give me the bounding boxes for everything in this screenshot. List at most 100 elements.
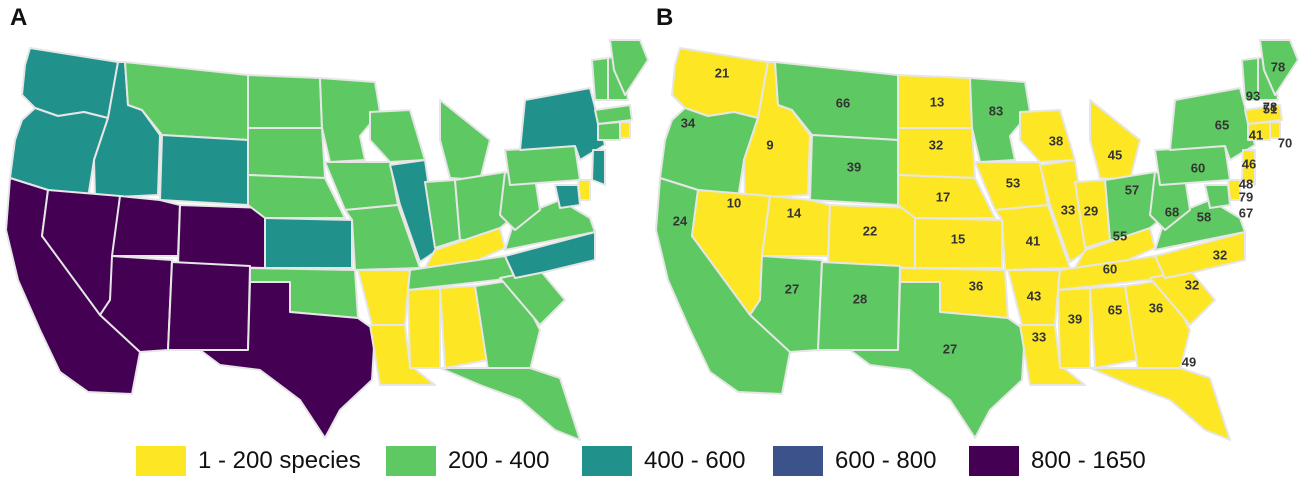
map-a-state-ms [407,287,441,369]
map-b-count-co: 22 [863,223,877,238]
map-b-count-ar: 43 [1027,288,1041,303]
map-a-state-me [609,39,649,96]
map-b-state-ct [1247,121,1271,141]
map-a-state-ne [247,174,346,219]
map-a-state-nd [247,74,323,129]
map-b-count-ca: 24 [673,213,688,228]
legend-swatch-3 [582,446,632,476]
map-b-count-il: 33 [1061,202,1075,217]
map-a-state-nm [167,261,251,351]
map-b-count-mi: 45 [1108,147,1122,162]
map-b-state-ks [914,217,1003,269]
map-b-count-wa: 21 [715,65,729,80]
map-b-count-sc: 32 [1185,277,1199,292]
map-b-count-ne: 17 [936,189,950,204]
map-b-state-la [1019,324,1086,386]
map-a-state-wy [159,134,249,206]
map-a-state-ct [597,121,621,141]
map-b-state-nj [1241,149,1256,186]
map-b-count-ga: 36 [1149,300,1163,315]
map-b-state-tx [849,281,1026,439]
map-b-count-vt: 93 [1246,88,1260,103]
map-b-count-ms: 39 [1068,311,1082,326]
map-b-state-ny [1169,87,1256,161]
map-b-state-ms [1057,287,1091,369]
map-b-count-dc: 67 [1239,205,1253,220]
map-b-count-la: 33 [1032,329,1046,344]
map-a-state-mi [439,99,491,181]
map-b-state-az [749,255,823,353]
map-a-state-wi [369,109,426,163]
map-b-count-nc: 32 [1213,247,1227,262]
map-b-state-va [1154,199,1246,251]
map-b-count-ny: 65 [1215,117,1229,132]
map-b-count-pa: 60 [1191,160,1205,175]
map-b-count-nv: 10 [727,195,741,210]
map-b-count-ky: 55 [1113,228,1127,243]
panel-a-letter: A [10,4,28,31]
map-b-count-tx: 27 [943,341,957,356]
map-b-count-wi: 38 [1049,133,1063,148]
legend-label-1: 1 - 200 species [198,447,361,474]
map-b-state-md [1204,184,1231,209]
legend-label-4: 600 - 800 [835,447,937,474]
map-b-count-sd: 32 [929,137,943,152]
map-a-state-mn [319,77,381,163]
map-b-count-nd: 13 [930,94,944,109]
legend-item-2: 200 - 400 [386,446,549,476]
legend: 1 - 200 species 200 - 400 400 - 600 600 … [0,446,1299,480]
legend-label-2: 200 - 400 [448,447,550,474]
map-a-state-ky [424,227,506,269]
map-b-count-ok: 36 [969,278,983,293]
map-a-state-ny [519,87,606,161]
legend-swatch-1 [136,446,186,476]
map-b-count-nj: 46 [1242,156,1256,171]
map-a-state-ar [357,269,411,326]
map-b-count-wy: 39 [847,159,861,174]
map-b-count-mt: 66 [836,95,850,110]
legend-label-3: 400 - 600 [644,447,746,474]
map-b-count-tn: 60 [1103,261,1117,276]
map-b-count-ma: 51 [1263,101,1277,116]
map-b-count-ct: 41 [1249,127,1263,142]
map-b-count-ks: 15 [951,231,965,246]
map-b-count-fl: 49 [1182,354,1196,369]
map-b-count-va: 58 [1197,209,1211,224]
map-panel-a [5,39,649,441]
panel-b-letter: B [656,4,674,31]
legend-label-5: 800 - 1650 [1031,447,1146,474]
map-a-state-az [99,255,173,353]
map-b-count-nm: 28 [853,291,867,306]
map-a-state-ks [264,217,353,269]
map-b-state-ri [1269,121,1281,139]
legend-item-4: 600 - 800 [773,446,936,476]
map-b-count-oh: 57 [1125,182,1139,197]
map-b-count-ia: 53 [1006,175,1020,190]
map-b-count-de: 48 [1239,176,1253,191]
map-b-state-me [1259,39,1299,96]
legend-item-5: 800 - 1650 [969,446,1146,476]
legend-item-3: 400 - 600 [582,446,745,476]
map-b-count-me: 78 [1271,59,1285,74]
map-a-state-ma [594,104,633,125]
legend-item-1: 1 - 200 species [136,446,361,476]
map-b-state-mn [969,77,1031,163]
legend-swatch-4 [773,446,823,476]
map-b-state-wi [1019,109,1076,163]
map-a-state-sd [247,127,326,179]
map-a-state-fl [439,367,581,441]
legend-swatch-5 [969,446,1019,476]
map-b-count-al: 65 [1108,302,1122,317]
map-b-count-mn: 83 [989,103,1003,118]
map-a-state-nj [591,149,606,186]
map-a-state-co [177,204,266,269]
map-b-state-ky [1074,227,1156,269]
map-panel-b: 21 34 24 9 10 66 39 14 27 22 28 13 32 17 15 36 27 83 53 41 4… [655,39,1299,441]
map-b-count-az: 27 [785,281,799,296]
map-a-state-vt [591,57,609,101]
map-b-count-mo: 41 [1026,233,1040,248]
map-a-state-tx [199,281,376,439]
map-a-state-pa [504,145,581,186]
map-b-count-md: 79 [1239,189,1253,204]
map-b-state-fl [1089,367,1231,441]
